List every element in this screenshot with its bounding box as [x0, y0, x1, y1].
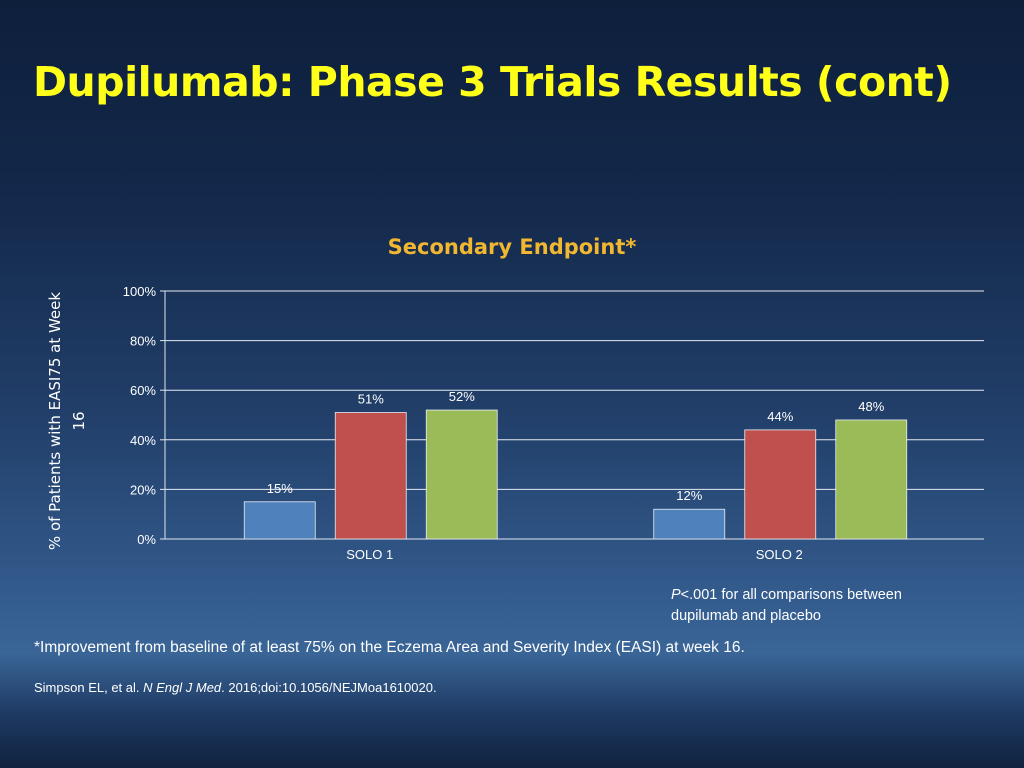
bar-solo-1-series-2 [334, 412, 407, 540]
citation-journal: N Engl J Med [143, 680, 222, 695]
x-tick-label: SOLO 1 [346, 547, 393, 562]
significance-note: P<.001 for all comparisons between dupil… [671, 585, 971, 627]
significance-text: <.001 for all comparisons between dupilu… [671, 587, 902, 624]
y-tick-label: 100% [123, 284, 157, 299]
data-label: 15% [267, 481, 293, 496]
bar-solo-2-series-2 [744, 429, 817, 540]
data-label: 44% [767, 409, 793, 424]
data-label: 51% [358, 392, 384, 407]
footnote: *Improvement from baseline of at least 7… [34, 639, 745, 656]
y-tick-label: 0% [137, 532, 156, 547]
data-label: 48% [858, 399, 884, 414]
citation: Simpson EL, et al. N Engl J Med. 2016;do… [34, 680, 437, 695]
y-tick-label: 60% [130, 383, 156, 398]
x-tick-label: SOLO 2 [756, 547, 803, 562]
citation-authors: Simpson EL, et al. [34, 680, 144, 695]
bar-solo-2-series-1 [653, 508, 726, 540]
slide-title: Dupilumab: Phase 3 Trials Results (cont) [33, 58, 952, 106]
data-label: 12% [676, 488, 702, 503]
bar-solo-1-series-3 [425, 409, 498, 540]
bar-solo-1-series-1 [243, 501, 316, 540]
data-label: 52% [449, 389, 475, 404]
y-axis-label: 16 [70, 411, 88, 430]
y-axis-label: % of Patients with EASI75 at Week [46, 292, 64, 550]
y-tick-label: 80% [130, 334, 156, 349]
chart-title: Secondary Endpoint* [387, 235, 637, 259]
y-tick-label: 40% [130, 433, 156, 448]
y-tick-label: 20% [130, 482, 156, 497]
bar-solo-2-series-3 [835, 419, 908, 540]
citation-details: . 2016;doi:10.1056/NEJMoa1610020. [221, 680, 437, 695]
p-value-label: P [671, 587, 681, 603]
